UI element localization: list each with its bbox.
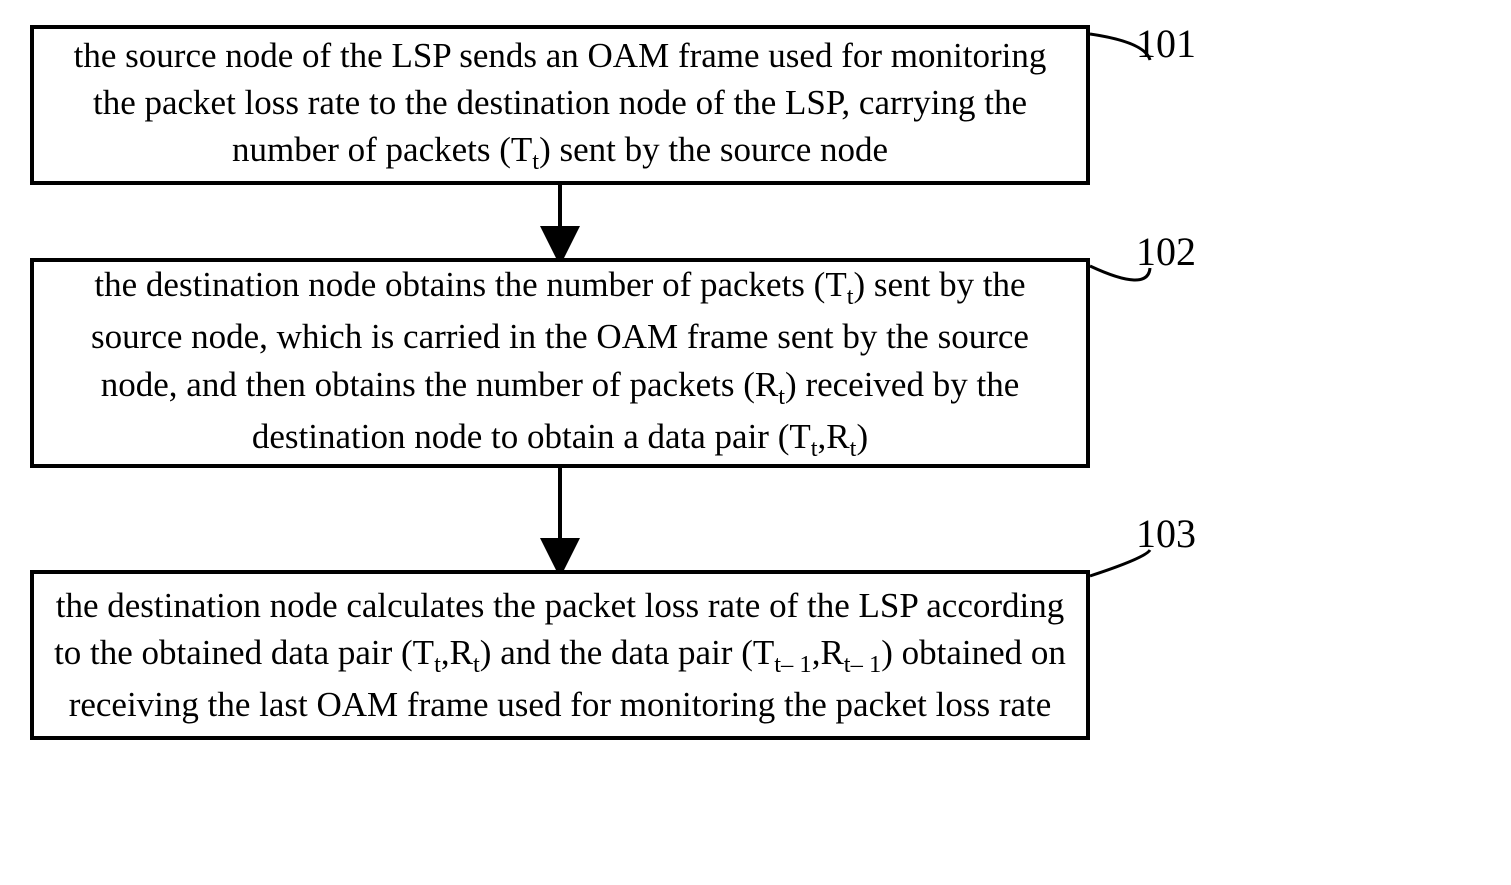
flow-step-102-text: the destination node obtains the number … [54,261,1066,464]
flow-step-103: the destination node calculates the pack… [30,570,1090,740]
step-label-102: 102 [1136,228,1196,275]
flow-arrow-2-3 [540,468,580,570]
step-label-103: 103 [1136,510,1196,557]
step-label-101: 101 [1136,20,1196,67]
flow-step-101-text: the source node of the LSP sends an OAM … [54,32,1066,179]
flow-arrow-1-2 [540,185,580,258]
flow-step-103-text: the destination node calculates the pack… [54,582,1066,729]
flow-step-101: the source node of the LSP sends an OAM … [30,25,1090,185]
flow-step-102: the destination node obtains the number … [30,258,1090,468]
